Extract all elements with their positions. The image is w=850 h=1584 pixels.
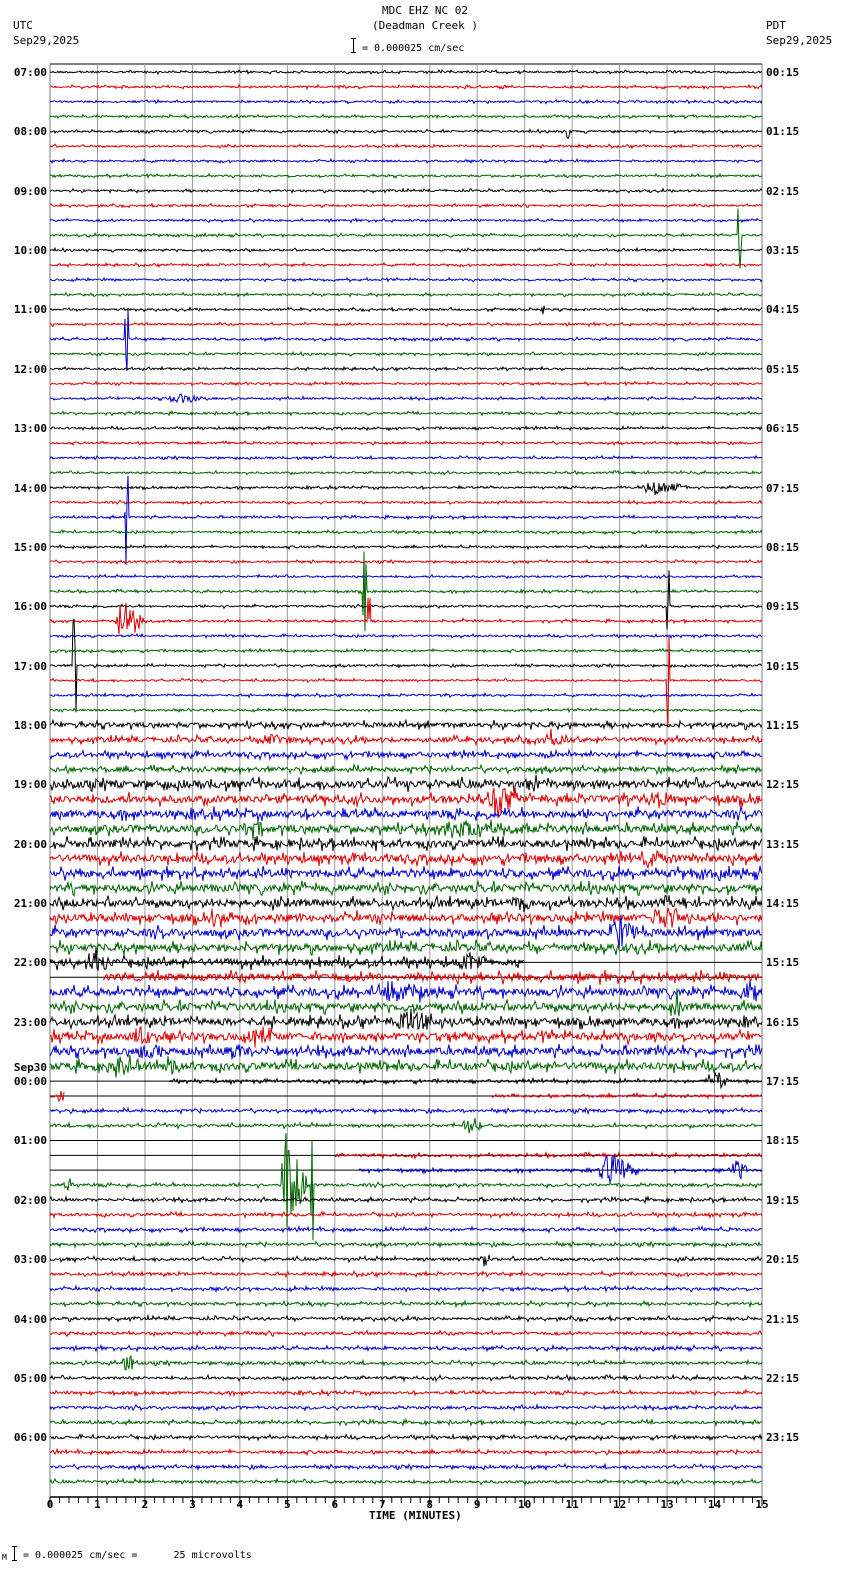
x-tick-label: 12 — [612, 1498, 627, 1511]
x-tick-label: 7 — [378, 1498, 386, 1511]
utc-time-label: 19:00 — [13, 778, 47, 792]
utc-time-label: 00:00 — [13, 1075, 47, 1089]
pdt-time-label: 16:15 — [766, 1015, 800, 1029]
pdt-time-label: 14:15 — [766, 897, 800, 911]
pdt-time-label: 21:15 — [766, 1312, 800, 1326]
utc-time-label: 14:00 — [13, 481, 47, 495]
pdt-time-label: 19:15 — [766, 1193, 800, 1207]
pdt-time-label: 04:15 — [766, 303, 800, 317]
utc-time-label: 15:00 — [13, 540, 47, 554]
x-tick-label: 10 — [518, 1498, 532, 1511]
x-tick-label: 9 — [473, 1498, 481, 1511]
x-tick-label: 13 — [660, 1498, 674, 1511]
utc-time-label: 10:00 — [13, 244, 47, 258]
utc-time-label: 07:00 — [13, 66, 47, 79]
pdt-time-label: 00:15 — [766, 66, 800, 79]
pdt-time-label: 20:15 — [766, 1253, 800, 1267]
utc-time-label: 21:00 — [13, 897, 47, 911]
utc-time-label: 22:00 — [13, 956, 47, 970]
footer-scale-bar-icon — [12, 1546, 17, 1561]
utc-time-label: 01:00 — [13, 1134, 47, 1148]
pdt-time-label: 13:15 — [766, 837, 800, 851]
utc-time-label: 11:00 — [13, 303, 47, 317]
utc-time-label: 23:00 — [13, 1015, 47, 1029]
utc-time-label: 16:00 — [13, 600, 47, 614]
x-tick-label: 6 — [331, 1498, 339, 1511]
x-tick-label: 3 — [189, 1498, 196, 1511]
x-tick-label: 4 — [236, 1498, 244, 1511]
pdt-time-label: 01:15 — [766, 125, 800, 139]
station-location: (Deadman Creek ) — [372, 19, 478, 32]
x-tick-label: 1 — [94, 1498, 101, 1511]
pdt-time-label: 23:15 — [766, 1431, 800, 1445]
pdt-time-label: 09:15 — [766, 600, 800, 614]
pdt-time-label: 11:15 — [766, 718, 800, 732]
pdt-time-label: 12:15 — [766, 778, 800, 792]
scale-bar-icon — [351, 38, 356, 53]
utc-time-label: 18:00 — [13, 718, 47, 732]
pdt-time-label: 05:15 — [766, 362, 800, 376]
x-axis-label: TIME (MINUTES) — [369, 1509, 462, 1522]
footer-scale-text: = 0.000025 cm/sec = 25 microvolts — [23, 1550, 252, 1561]
utc-time-label: 08:00 — [13, 125, 47, 139]
utc-time-label: 13:00 — [13, 422, 47, 436]
right-date: Sep29,2025 — [766, 34, 833, 47]
utc-date-label: Sep30 — [13, 1061, 47, 1075]
utc-time-label: 05:00 — [13, 1371, 47, 1385]
pdt-time-label: 03:15 — [766, 244, 800, 258]
pdt-time-label: 06:15 — [766, 422, 800, 436]
utc-time-label: 04:00 — [13, 1312, 47, 1326]
x-tick-label: 8 — [426, 1498, 434, 1511]
station-title: MDC EHZ NC 02 — [381, 4, 469, 17]
pdt-time-label: 02:15 — [766, 184, 800, 198]
left-date: Sep29,2025 — [13, 34, 80, 47]
utc-time-label: 20:00 — [13, 837, 47, 851]
scale-text: = 0.000025 cm/sec — [362, 43, 465, 54]
utc-time-label: 09:00 — [13, 184, 47, 198]
x-tick-label: 2 — [141, 1498, 149, 1511]
pdt-time-label: 22:15 — [766, 1371, 800, 1385]
pdt-time-label: 15:15 — [766, 956, 800, 970]
utc-time-label: 12:00 — [13, 362, 47, 376]
utc-time-label: 06:00 — [13, 1431, 47, 1445]
x-tick-label: 0 — [46, 1498, 54, 1511]
left-timezone: UTC — [13, 19, 33, 32]
footer-marker: M — [2, 1553, 7, 1562]
utc-time-label: 03:00 — [13, 1253, 47, 1267]
right-timezone: PDT — [766, 19, 786, 32]
x-tick-label: 5 — [284, 1498, 291, 1511]
pdt-time-label: 18:15 — [766, 1134, 800, 1148]
pdt-time-label: 07:15 — [766, 481, 800, 495]
utc-time-label: 17:00 — [13, 659, 47, 673]
x-tick-label: 15 — [755, 1498, 769, 1511]
x-tick-label: 11 — [565, 1498, 579, 1511]
utc-time-label: 02:00 — [13, 1193, 47, 1207]
pdt-time-label: 08:15 — [766, 540, 800, 554]
x-tick-label: 14 — [707, 1498, 722, 1511]
pdt-time-label: 10:15 — [766, 659, 800, 673]
pdt-time-label: 17:15 — [766, 1075, 800, 1089]
